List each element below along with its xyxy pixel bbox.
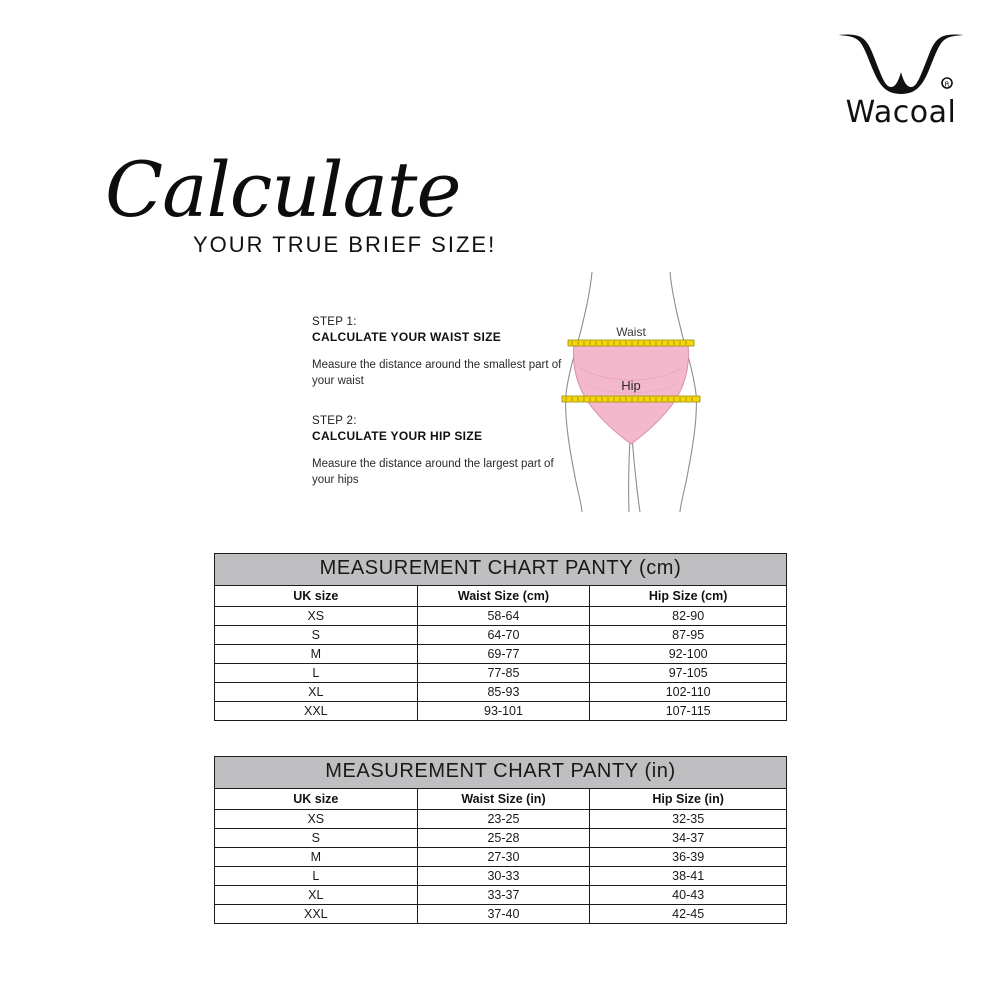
waist-label: Waist — [616, 325, 646, 339]
waist-measuring-tape-icon — [567, 339, 695, 347]
cell-hip: 87-95 — [589, 625, 787, 645]
cell-waist: 69-77 — [416, 644, 591, 664]
table-row: XXL 37-40 42-45 — [214, 904, 787, 924]
step-1-body: Measure the distance around the smallest… — [312, 359, 562, 387]
cell-size: XXL — [214, 904, 418, 924]
table-row: XL 85-93 102-110 — [214, 682, 787, 702]
table-row: S 25-28 34-37 — [214, 828, 787, 848]
torso-diagram-icon: Waist Hip — [561, 272, 701, 512]
step-1: STEP 1: CALCULATE YOUR WAIST SIZE Measur… — [312, 316, 562, 389]
script-title: Calculate — [105, 145, 461, 234]
cell-waist: 37-40 — [416, 904, 591, 924]
cell-hip: 82-90 — [589, 606, 787, 626]
table-title: MEASUREMENT CHART PANTY (in) — [214, 756, 787, 789]
column-header-waist: Waist Size (in) — [416, 788, 591, 810]
cell-hip: 102-110 — [589, 682, 787, 702]
cell-hip: 92-100 — [589, 644, 787, 664]
table-title-row: MEASUREMENT CHART PANTY (in) — [214, 756, 787, 789]
table-header-row: UK size Waist Size (cm) Hip Size (cm) — [214, 585, 787, 607]
cell-waist: 27-30 — [416, 847, 591, 867]
cell-size: M — [214, 847, 418, 867]
cell-waist: 23-25 — [416, 809, 591, 829]
cell-size: S — [214, 828, 418, 848]
cell-waist: 85-93 — [416, 682, 591, 702]
cell-waist: 58-64 — [416, 606, 591, 626]
table-row: XXL 93-101 107-115 — [214, 701, 787, 721]
column-header-hip: Hip Size (cm) — [589, 585, 787, 607]
table-header-row: UK size Waist Size (in) Hip Size (in) — [214, 788, 787, 810]
body-measurement-illustration: Waist Hip — [536, 272, 726, 512]
cell-hip: 42-45 — [589, 904, 787, 924]
brand-wordmark: Wacoal — [845, 95, 957, 130]
step-2-number: STEP 2: — [312, 415, 357, 428]
step-1-number: STEP 1: — [312, 316, 357, 328]
cell-size: XS — [214, 606, 418, 626]
cell-waist: 64-70 — [416, 625, 591, 645]
hip-measuring-tape-icon — [561, 395, 701, 403]
cell-waist: 30-33 — [416, 866, 591, 886]
measurement-chart-cm: MEASUREMENT CHART PANTY (cm) UK size Wai… — [214, 553, 787, 721]
table-row: M 27-30 36-39 — [214, 847, 787, 867]
cell-hip: 34-37 — [589, 828, 787, 848]
cell-hip: 97-105 — [589, 663, 787, 683]
cell-hip: 40-43 — [589, 885, 787, 905]
cell-size: XS — [214, 809, 418, 829]
cell-waist: 93-101 — [416, 701, 591, 721]
step-2-heading: CALCULATE YOUR HIP SIZE — [312, 429, 483, 444]
cell-hip: 32-35 — [589, 809, 787, 829]
svg-text:R: R — [945, 81, 950, 89]
wacoal-w-mark-icon: R — [839, 34, 963, 94]
cell-size: M — [214, 644, 418, 664]
table-row: L 30-33 38-41 — [214, 866, 787, 886]
cell-size: XXL — [214, 701, 418, 721]
table-row: L 77-85 97-105 — [214, 663, 787, 683]
table-row: M 69-77 92-100 — [214, 644, 787, 664]
cell-hip: 38-41 — [589, 866, 787, 886]
measurement-chart-in: MEASUREMENT CHART PANTY (in) UK size Wai… — [214, 756, 787, 924]
cell-waist: 77-85 — [416, 663, 591, 683]
column-header-hip: Hip Size (in) — [589, 788, 787, 810]
step-2: STEP 2: CALCULATE YOUR HIP SIZE Measure … — [312, 415, 562, 488]
table-row: S 64-70 87-95 — [214, 625, 787, 645]
column-header-waist: Waist Size (cm) — [416, 585, 591, 607]
cell-size: XL — [214, 682, 418, 702]
step-1-heading: CALCULATE YOUR WAIST SIZE — [312, 330, 502, 344]
column-header-uk-size: UK size — [214, 585, 418, 607]
cell-hip: 107-115 — [589, 701, 787, 721]
measurement-steps: STEP 1: CALCULATE YOUR WAIST SIZE Measur… — [312, 316, 562, 488]
cell-size: L — [214, 866, 418, 886]
cell-size: XL — [214, 885, 418, 905]
brand-logo: R Wacoal — [826, 32, 976, 138]
step-2-body: Measure the distance around the largest … — [312, 458, 554, 486]
cell-waist: 25-28 — [416, 828, 591, 848]
table-row: XS 58-64 82-90 — [214, 606, 787, 626]
cell-size: L — [214, 663, 418, 683]
table-row: XL 33-37 40-43 — [214, 885, 787, 905]
table-title: MEASUREMENT CHART PANTY (cm) — [214, 553, 787, 586]
cell-hip: 36-39 — [589, 847, 787, 867]
cell-waist: 33-37 — [416, 885, 591, 905]
column-header-uk-size: UK size — [214, 788, 418, 810]
cell-size: S — [214, 625, 418, 645]
hip-label: Hip — [621, 378, 641, 393]
table-title-row: MEASUREMENT CHART PANTY (cm) — [214, 553, 787, 586]
page-heading: Calculate YOUR TRUE BRIEF SIZE! — [95, 152, 525, 280]
table-row: XS 23-25 32-35 — [214, 809, 787, 829]
page-subtitle: YOUR TRUE BRIEF SIZE! — [193, 232, 497, 257]
